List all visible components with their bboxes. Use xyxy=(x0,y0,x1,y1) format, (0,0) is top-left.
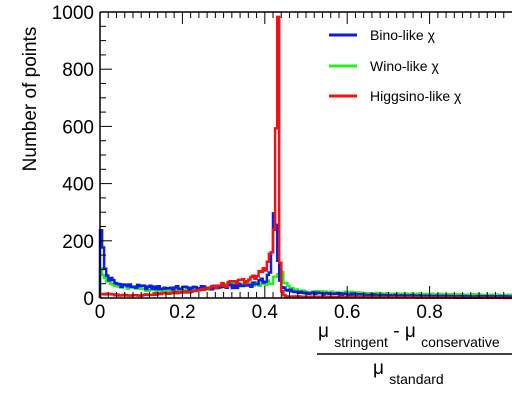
axes-layer: 0 200 400 600 800 1000 0 0.2 0.4 0.6 0.8 xyxy=(52,3,512,323)
legend-label-bino: Bino-like χ xyxy=(370,27,436,43)
numerator-sub-2: conservative xyxy=(421,334,500,350)
y-tick-label: 800 xyxy=(62,60,94,81)
x-tick-label: 0.6 xyxy=(334,302,360,323)
x-tick-label: 0.4 xyxy=(252,302,279,323)
legend-label-higgsino: Higgsino-like χ xyxy=(370,88,462,104)
denominator-sub: standard xyxy=(389,371,443,387)
denominator-mu: μ xyxy=(373,358,384,379)
y-tick-label: 0 xyxy=(83,289,94,310)
legend: Bino-like χ Wino-like χ Higgsino-like χ xyxy=(329,27,462,104)
numerator-operator: - xyxy=(393,321,405,342)
x-title-numerator: μ stringent - μ conservative xyxy=(318,321,500,352)
series-bino xyxy=(98,212,512,298)
x-title-denominator: μ standard xyxy=(373,358,444,387)
y-tick-label: 200 xyxy=(62,232,94,253)
x-tick-label: 0 xyxy=(95,302,106,323)
x-tick-label: 0.8 xyxy=(416,302,442,323)
y-axis-title: Number of points xyxy=(20,27,41,172)
y-tick-label: 400 xyxy=(62,175,94,196)
y-tick-label: 1000 xyxy=(52,3,94,24)
numerator-mu-1: μ xyxy=(318,321,329,342)
x-tick-label: 0.2 xyxy=(169,302,195,323)
series-layer xyxy=(98,15,512,300)
numerator-mu-2: μ xyxy=(405,321,416,342)
numerator-sub-1: stringent xyxy=(334,334,388,350)
legend-label-wino: Wino-like χ xyxy=(370,58,439,74)
x-axis-title: μ stringent - μ conservative μ standard xyxy=(317,321,512,387)
y-tick-label: 600 xyxy=(62,117,94,138)
series-higgsino xyxy=(98,15,512,300)
